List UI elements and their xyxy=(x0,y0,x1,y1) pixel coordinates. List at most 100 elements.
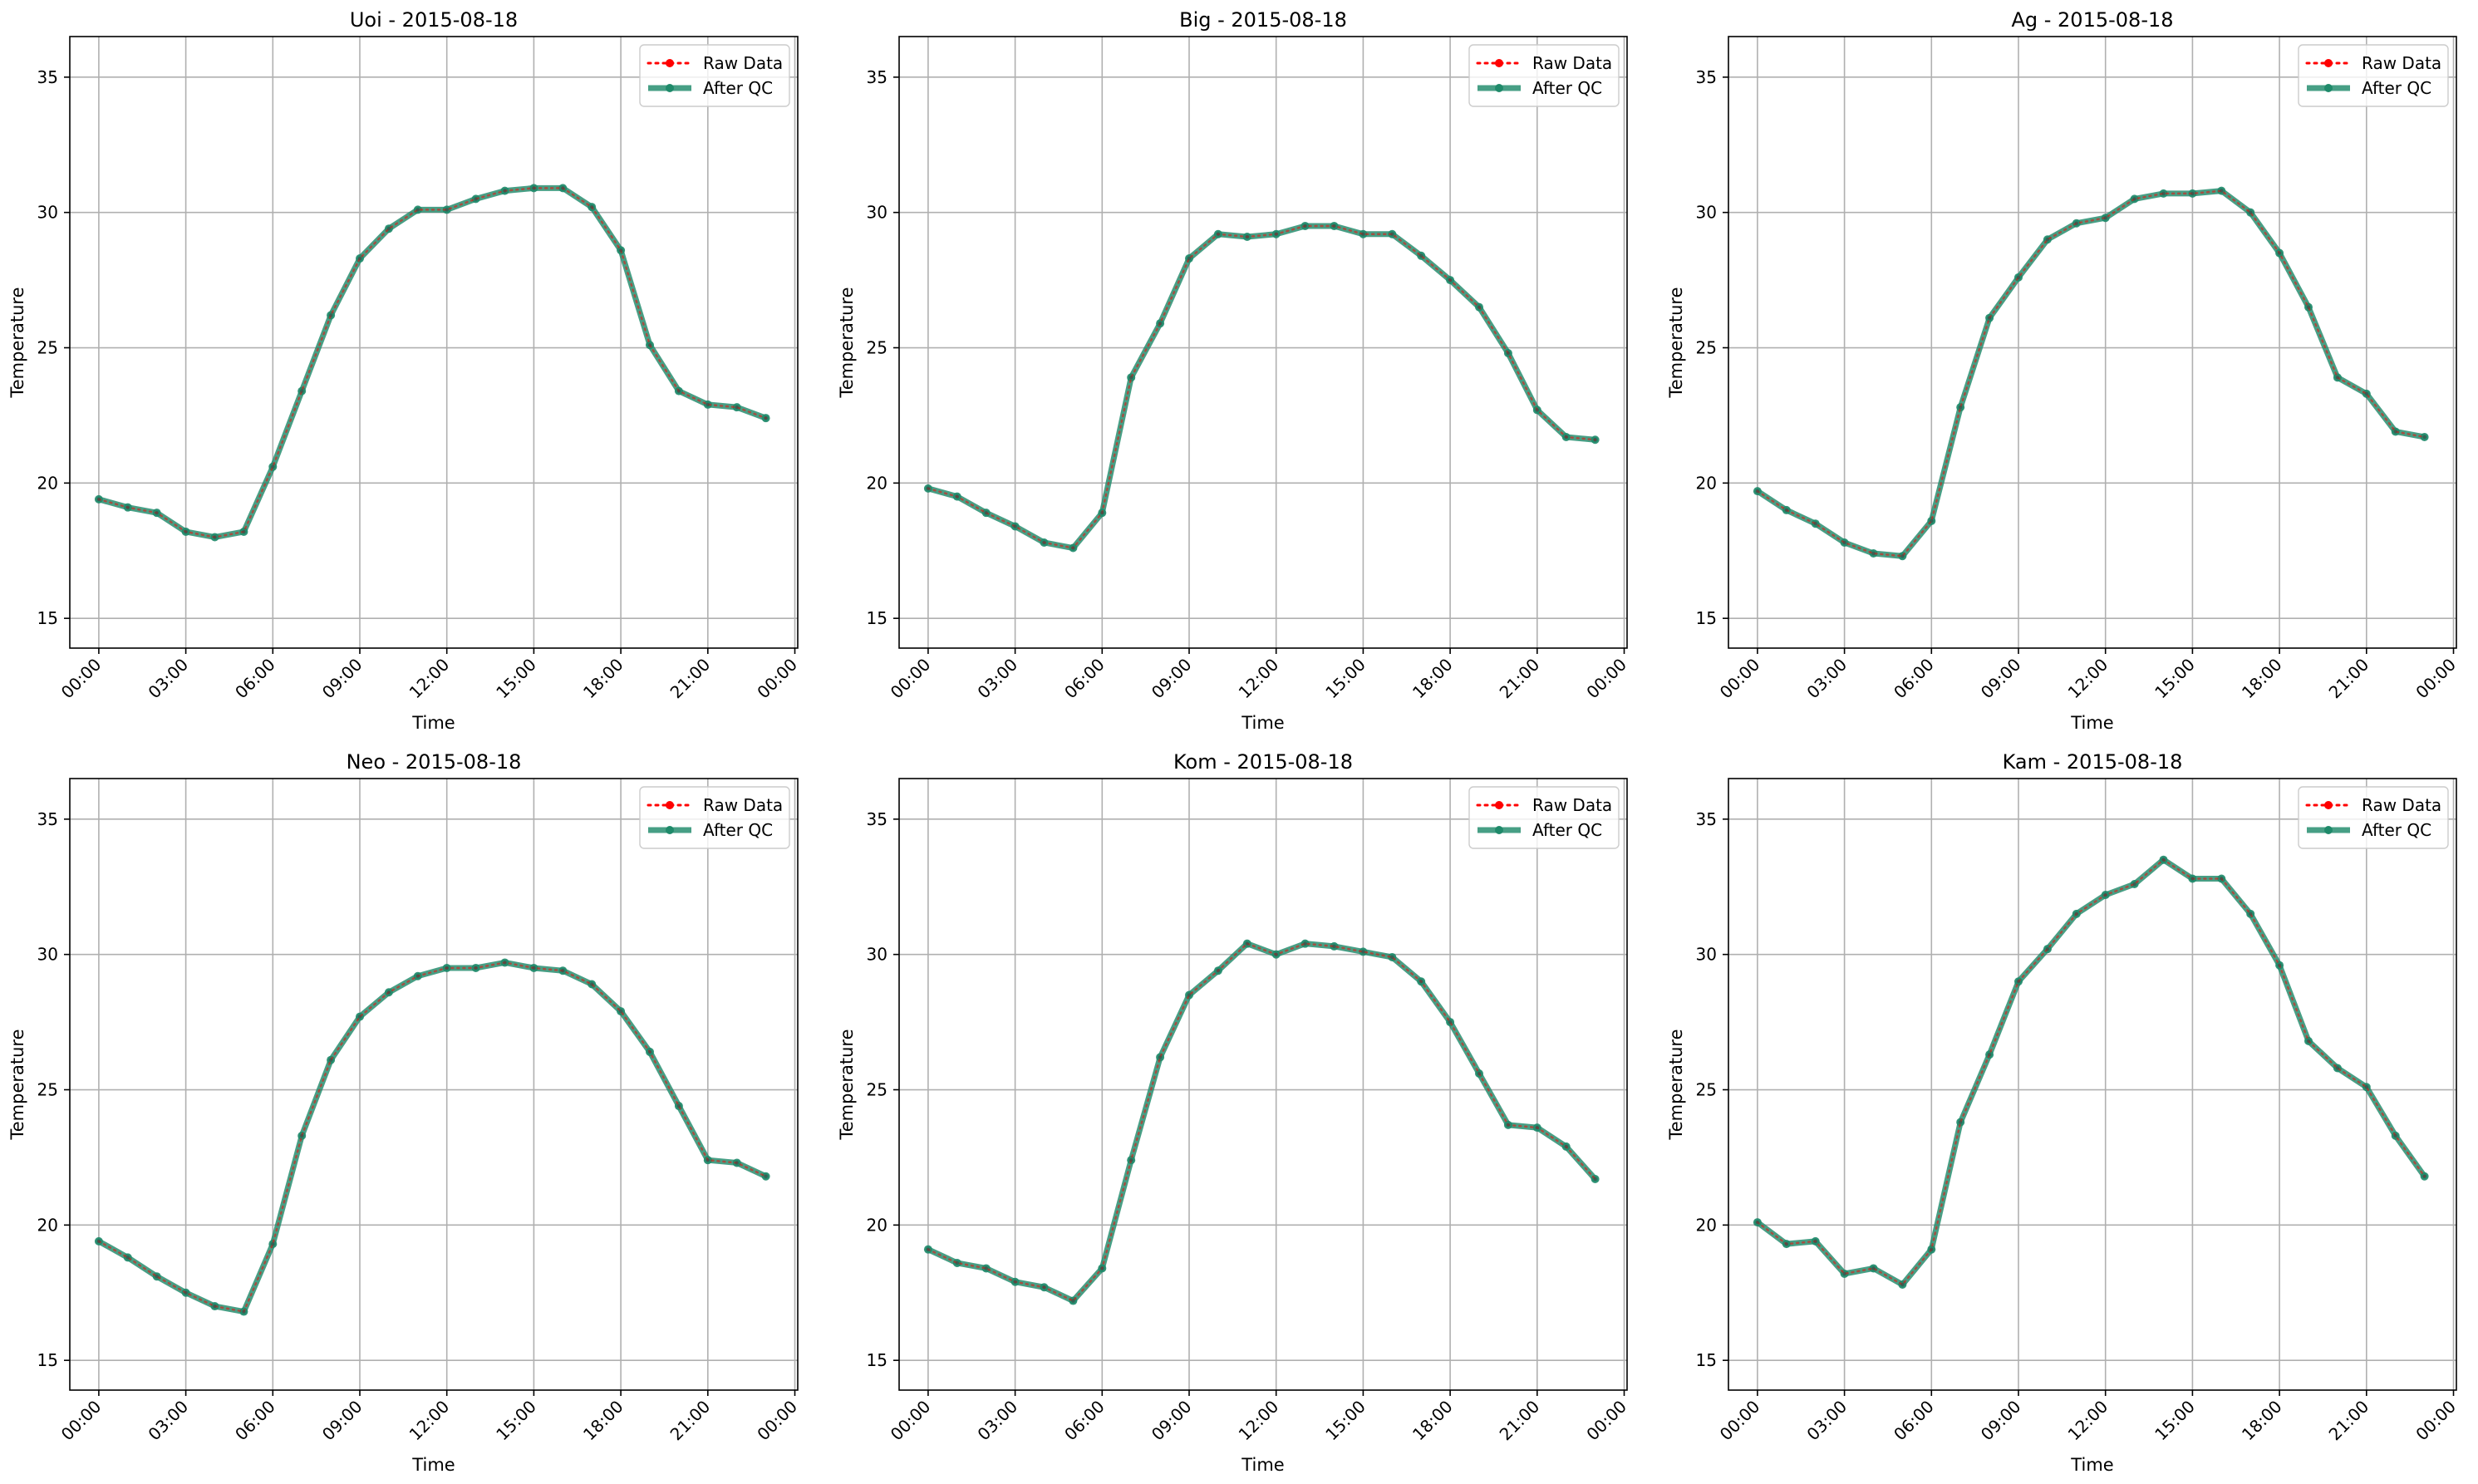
x-axis-label: Time xyxy=(411,713,455,733)
x-tick-label: 12:00 xyxy=(2064,1397,2112,1445)
x-tick-label: 18:00 xyxy=(1409,1397,1457,1445)
raw-data-point xyxy=(2074,221,2079,225)
raw-data-point xyxy=(271,464,275,469)
raw-data-line xyxy=(927,224,1596,549)
raw-data-line xyxy=(97,187,767,538)
y-axis-label: Temperature xyxy=(7,1029,27,1140)
raw-data-point xyxy=(1448,1020,1453,1025)
raw-data-point xyxy=(1900,1282,1905,1287)
raw-data-point xyxy=(1390,955,1394,960)
raw-data-point xyxy=(1129,1157,1133,1162)
legend-raw-marker xyxy=(1495,59,1503,67)
legend-qc-label: After QC xyxy=(2362,78,2431,98)
y-tick-label: 15 xyxy=(37,608,58,628)
y-axis-label: Temperature xyxy=(837,287,857,398)
x-tick-label: 00:00 xyxy=(1582,1397,1630,1445)
raw-data-point xyxy=(1930,1247,1934,1251)
raw-data-point xyxy=(1564,1144,1568,1149)
raw-data-point xyxy=(1245,234,1250,239)
raw-data-point xyxy=(2335,376,2340,380)
y-tick-label: 25 xyxy=(867,338,887,358)
x-tick-label: 12:00 xyxy=(1235,1397,1283,1445)
legend-qc-marker xyxy=(1495,84,1503,92)
y-tick-label: 20 xyxy=(1696,1215,1717,1235)
raw-data-point xyxy=(2393,430,2397,434)
raw-data-point xyxy=(415,974,420,978)
plot-title: Big - 2015-08-18 xyxy=(1179,8,1347,32)
x-tick-label: 21:00 xyxy=(2325,655,2373,703)
y-axis-label: Temperature xyxy=(7,287,27,398)
raw-data-point xyxy=(1274,952,1278,956)
legend-qc-label: After QC xyxy=(1532,820,1602,840)
raw-data-point xyxy=(503,961,507,965)
raw-data-point xyxy=(706,1157,710,1162)
legend-qc-marker xyxy=(666,84,674,92)
raw-data-point xyxy=(2190,191,2195,196)
raw-data-point xyxy=(1813,1239,1817,1244)
axes-frame xyxy=(898,36,1628,649)
axes-frame xyxy=(69,778,799,1391)
y-tick-label: 35 xyxy=(37,67,58,87)
axes-frame xyxy=(1728,36,2457,649)
raw-data-point xyxy=(1390,232,1394,236)
x-tick-label: 09:00 xyxy=(1977,1397,2025,1445)
legend-raw-label: Raw Data xyxy=(2362,53,2441,73)
raw-data-point xyxy=(1959,1120,1963,1124)
x-tick-label: 00:00 xyxy=(2412,1397,2460,1445)
raw-data-point xyxy=(984,510,988,515)
x-tick-label: 03:00 xyxy=(973,1397,1021,1445)
raw-data-point xyxy=(1755,489,1760,494)
raw-data-point xyxy=(1332,224,1336,228)
y-tick-label: 20 xyxy=(867,473,887,493)
raw-data-point xyxy=(618,1009,623,1014)
raw-data-point xyxy=(271,1241,275,1246)
raw-data-point xyxy=(1842,1271,1846,1276)
axes-frame xyxy=(898,778,1628,1391)
raw-data-point xyxy=(96,1239,101,1244)
raw-data-point xyxy=(1564,435,1568,440)
legend-raw-label: Raw Data xyxy=(2362,795,2441,815)
raw-data-point xyxy=(1506,351,1511,356)
raw-data-point xyxy=(1535,408,1540,412)
raw-data-point xyxy=(532,966,536,970)
after-qc-line xyxy=(1754,857,2428,1288)
raw-data-point xyxy=(184,1290,188,1295)
raw-data-point xyxy=(1071,1299,1075,1303)
raw-data-point xyxy=(1071,546,1075,550)
raw-data-point xyxy=(561,969,565,973)
x-tick-label: 00:00 xyxy=(57,655,106,703)
raw-data-point xyxy=(2103,215,2107,220)
raw-data-point xyxy=(1593,438,1597,442)
raw-data-point xyxy=(1419,980,1423,984)
x-tick-label: 06:00 xyxy=(231,655,279,703)
x-tick-label: 00:00 xyxy=(887,655,935,703)
raw-data-point xyxy=(242,1310,246,1314)
raw-data-point xyxy=(2249,912,2253,916)
raw-data-point xyxy=(676,1103,681,1108)
legend-raw-marker xyxy=(666,801,674,809)
legend-qc-marker xyxy=(666,826,674,834)
raw-data-point xyxy=(213,1304,217,1309)
raw-data-point xyxy=(1784,508,1789,513)
x-tick-label: 18:00 xyxy=(2238,655,2286,703)
raw-data-point xyxy=(1274,232,1278,236)
raw-data-point xyxy=(2422,1174,2426,1178)
raw-data-point xyxy=(2074,912,2079,916)
raw-data-point xyxy=(474,966,478,970)
raw-data-point xyxy=(1245,941,1250,946)
raw-data-point xyxy=(386,227,391,231)
x-axis-label: Time xyxy=(1241,713,1284,733)
legend-qc-label: After QC xyxy=(703,78,773,98)
y-tick-label: 25 xyxy=(37,338,58,358)
raw-data-point xyxy=(2364,391,2369,396)
raw-data-point xyxy=(676,389,681,393)
raw-data-point xyxy=(1100,1266,1104,1270)
legend-raw-marker xyxy=(2324,59,2333,67)
x-tick-label: 03:00 xyxy=(1802,1397,1851,1445)
raw-data-point xyxy=(2016,980,2021,984)
raw-data-point xyxy=(2335,1066,2340,1070)
raw-data-point xyxy=(2277,251,2282,255)
raw-data-point xyxy=(445,966,449,970)
